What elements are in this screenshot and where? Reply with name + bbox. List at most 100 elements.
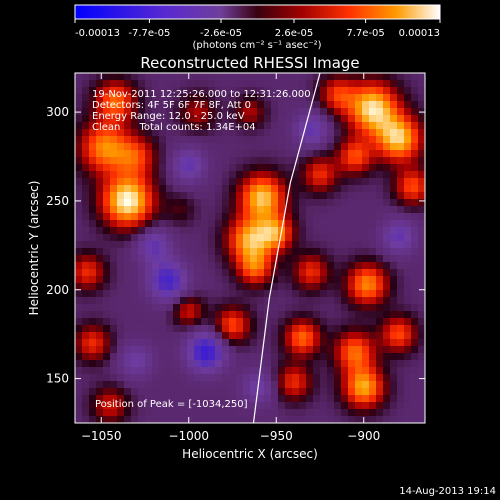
heatmap-cell	[404, 241, 412, 249]
heatmap-cell	[201, 136, 209, 144]
heatmap-cell	[166, 227, 174, 235]
colorbar-tick-label: 2.6e-05	[275, 28, 313, 39]
heatmap-cell	[124, 143, 132, 151]
heatmap-cell	[355, 360, 363, 368]
heatmap-cell	[299, 94, 307, 102]
heatmap-cell	[173, 304, 181, 312]
heatmap-cell	[383, 80, 391, 88]
heatmap-cell	[327, 143, 335, 151]
heatmap-cell	[124, 297, 132, 305]
heatmap-cell	[390, 409, 398, 417]
heatmap-cell	[397, 311, 405, 319]
heatmap-cell	[306, 332, 314, 340]
heatmap-cell	[271, 87, 279, 95]
heatmap-cell	[278, 388, 286, 396]
heatmap-cell	[271, 304, 279, 312]
heatmap-cell	[180, 206, 188, 214]
heatmap-cell	[404, 248, 412, 256]
heatmap-cell	[397, 262, 405, 270]
heatmap-cell	[145, 213, 153, 221]
heatmap-cell	[292, 374, 300, 382]
heatmap-cell	[292, 318, 300, 326]
heatmap-cell	[292, 192, 300, 200]
heatmap-cell	[103, 311, 111, 319]
heatmap-cell	[264, 80, 272, 88]
heatmap-cell	[138, 213, 146, 221]
heatmap-cell	[404, 409, 412, 417]
heatmap-cell	[208, 178, 216, 186]
heatmap-cell	[124, 360, 132, 368]
heatmap-cell	[166, 241, 174, 249]
heatmap-cell	[110, 332, 118, 340]
heatmap-cell	[103, 283, 111, 291]
heatmap-cell	[341, 283, 349, 291]
heatmap-cell	[152, 87, 160, 95]
heatmap-cell	[250, 283, 258, 291]
heatmap-cell	[418, 269, 425, 277]
heatmap-cell	[187, 192, 195, 200]
heatmap-cell	[299, 136, 307, 144]
heatmap-cell	[362, 367, 370, 375]
heatmap-cell	[236, 213, 244, 221]
heatmap-cell	[390, 381, 398, 389]
heatmap-cell	[285, 248, 293, 256]
heatmap-cell	[376, 171, 384, 179]
heatmap-cell	[362, 409, 370, 417]
heatmap-cell	[159, 101, 167, 109]
heatmap-cell	[180, 416, 188, 423]
heatmap-cell	[89, 353, 97, 361]
heatmap-cell	[404, 346, 412, 354]
heatmap-cell	[390, 332, 398, 340]
heatmap-cell	[257, 388, 265, 396]
heatmap-cell	[180, 318, 188, 326]
heatmap-cell	[250, 136, 258, 144]
heatmap-cell	[117, 318, 125, 326]
heatmap-cell	[117, 388, 125, 396]
heatmap-cell	[166, 346, 174, 354]
heatmap-cell	[334, 304, 342, 312]
heatmap-cell	[89, 157, 97, 165]
heatmap-cell	[313, 178, 321, 186]
heatmap-cell	[383, 143, 391, 151]
heatmap-cell	[320, 171, 328, 179]
heatmap-cell	[383, 185, 391, 193]
heatmap-cell	[271, 297, 279, 305]
heatmap-cell	[334, 395, 342, 403]
heatmap-cell	[397, 206, 405, 214]
heatmap-cell	[355, 143, 363, 151]
heatmap-cell	[82, 150, 90, 158]
heatmap-cell	[348, 136, 356, 144]
heatmap-cell	[215, 101, 223, 109]
heatmap-cell	[271, 381, 279, 389]
heatmap-cell	[348, 416, 356, 423]
heatmap-cell	[208, 311, 216, 319]
heatmap-cell	[222, 332, 230, 340]
heatmap-cell	[138, 360, 146, 368]
heatmap-cell	[89, 283, 97, 291]
heatmap-cell	[229, 332, 237, 340]
heatmap-cell	[411, 213, 419, 221]
heatmap-cell	[215, 241, 223, 249]
heatmap-cell	[313, 395, 321, 403]
heatmap-cell	[383, 297, 391, 305]
heatmap-cell	[397, 73, 405, 81]
heatmap-cell	[82, 157, 90, 165]
heatmap-cell	[187, 213, 195, 221]
heatmap-cell	[229, 227, 237, 235]
heatmap-cell	[264, 325, 272, 333]
heatmap-cell	[75, 101, 83, 109]
heatmap-cell	[383, 206, 391, 214]
heatmap-cell	[285, 73, 293, 81]
heatmap-cell	[306, 206, 314, 214]
heatmap-cell	[187, 269, 195, 277]
heatmap-cell	[103, 94, 111, 102]
heatmap-cell	[313, 108, 321, 116]
heatmap-cell	[348, 353, 356, 361]
heatmap-cell	[257, 276, 265, 284]
heatmap-cell	[264, 276, 272, 284]
heatmap-cell	[82, 108, 90, 116]
heatmap-cell	[138, 129, 146, 137]
heatmap-cell	[292, 80, 300, 88]
heatmap-cell	[236, 402, 244, 410]
heatmap-cell	[187, 101, 195, 109]
